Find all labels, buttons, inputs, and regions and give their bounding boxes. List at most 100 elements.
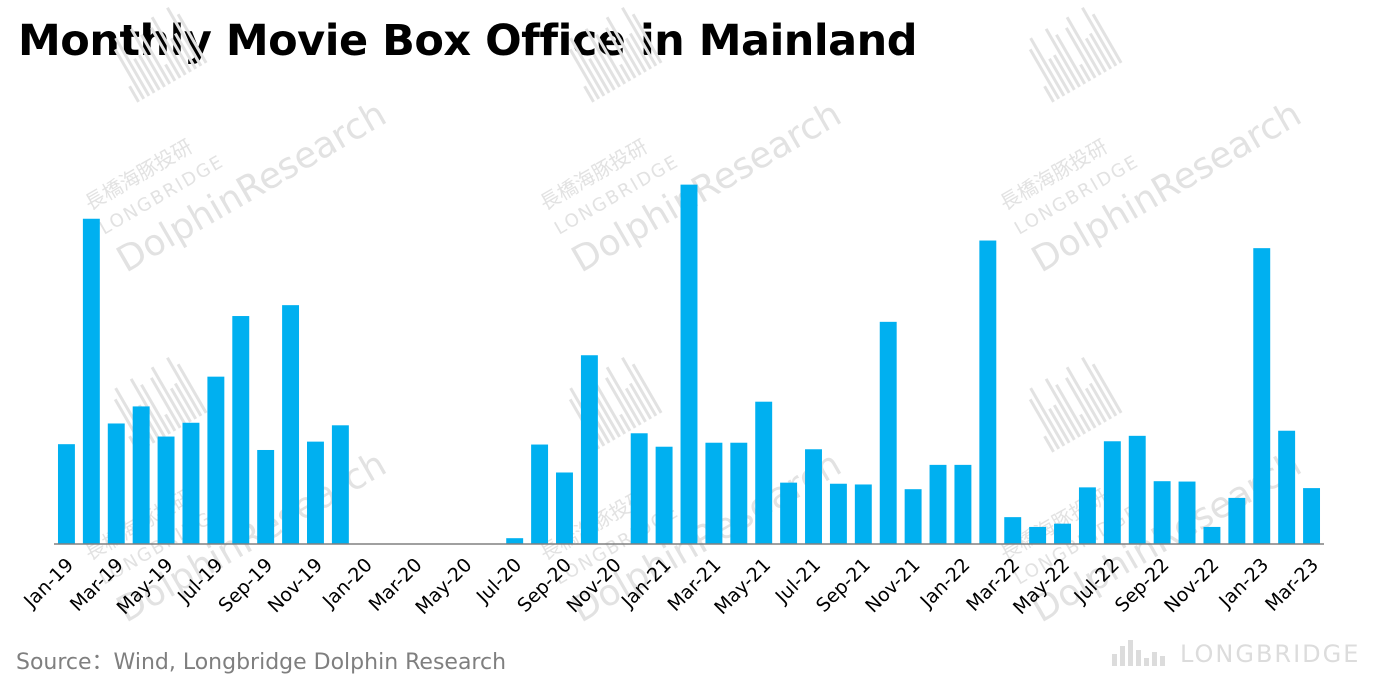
bar-Oct-22 [1178, 481, 1196, 544]
bar-Nov-22 [1203, 526, 1221, 544]
watermark-bars-icon [621, 357, 658, 417]
longbridge-logo [1108, 632, 1370, 668]
watermark-bars-icon [619, 63, 632, 82]
bar-May-22 [1054, 523, 1071, 544]
bar-Jun-21 [780, 482, 798, 544]
watermark-bars-icon [1044, 378, 1081, 438]
watermark-bars-icon [1081, 7, 1118, 67]
watermark-bars-icon [1048, 408, 1071, 444]
watermark-bars-icon [169, 387, 192, 423]
watermark-bars-icon [628, 32, 653, 70]
watermark-bars-icon [1044, 28, 1081, 88]
longbridge-logo-text: LONGBRIDGE [1180, 640, 1361, 668]
watermark-bars-icon [140, 34, 172, 85]
watermark-bars-icon [133, 58, 156, 94]
watermark-bars-icon [1091, 13, 1123, 64]
bar-Feb-22 [979, 240, 997, 544]
watermark-bars-icon [114, 37, 151, 97]
watermark-bars-icon [1088, 32, 1113, 70]
watermark-bars-icon [605, 16, 642, 76]
watermark-bars-icon [1043, 85, 1055, 103]
watermark-bars-icon [149, 27, 182, 79]
watermark-bars-icon [1043, 435, 1055, 453]
bars-layer [57, 184, 1321, 545]
watermark-bars-icon [150, 16, 187, 76]
bar-Mar-23 [1303, 488, 1321, 544]
watermark-bars-icon [1028, 48, 1061, 100]
bar-Aug-22 [1128, 435, 1146, 544]
bar-Nov-19 [307, 441, 324, 544]
watermark-bars-icon [604, 27, 637, 79]
watermark-bars-icon [1064, 27, 1097, 79]
watermark-bars-icon [628, 382, 653, 420]
watermark-bars-icon [604, 377, 637, 429]
watermark-bars-icon [1055, 34, 1087, 85]
bar-Jul-22 [1103, 441, 1121, 544]
x-tick-label: May-20 [411, 554, 476, 619]
x-tick-label: Nov-22 [1160, 554, 1223, 617]
watermark-bars-icon [588, 58, 611, 94]
bar-Jan-22 [954, 464, 972, 544]
watermark-bars-icon [164, 63, 177, 82]
bar-May-19 [157, 436, 175, 544]
watermark-bars-icon [1084, 387, 1107, 423]
watermark-bars-icon [169, 37, 192, 73]
watermark-bars-icon [595, 34, 627, 85]
x-tick-label: Sep-21 [812, 554, 875, 617]
x-tick-label: May-21 [710, 554, 775, 619]
watermark-bars-icon [631, 13, 663, 64]
watermark-bars-icon [568, 48, 601, 100]
bar-Jun-22 [1078, 487, 1096, 544]
bar-Jan-21 [655, 446, 673, 544]
bar-Jun-19 [182, 422, 200, 544]
watermark-bars-icon [1084, 37, 1107, 73]
bar-Mar-22 [1004, 517, 1022, 544]
bar-Mar-21 [705, 442, 723, 544]
watermark-bars-icon [173, 382, 198, 420]
bar-Dec-22 [1228, 497, 1246, 544]
watermark-bars-icon [595, 384, 627, 435]
watermark-bars-icon [583, 85, 595, 103]
watermark-bars-icon [1055, 384, 1087, 435]
watermark-brand-text: DolphinResearch [565, 94, 848, 281]
watermark-bars-icon [1048, 58, 1071, 94]
bar-Dec-21 [929, 464, 947, 544]
bar-Feb-19 [82, 218, 100, 544]
bar-Jan-19 [57, 444, 75, 545]
watermark-bars-icon [176, 363, 208, 414]
watermark-bars-icon [592, 54, 616, 91]
bar-May-21 [755, 401, 773, 544]
watermark-bars-icon [1052, 404, 1076, 441]
logo-bars-icon [1112, 640, 1165, 666]
watermark-bars-icon [1028, 398, 1061, 450]
watermark-bars-icon [621, 7, 658, 67]
bar-Sep-22 [1153, 481, 1171, 544]
bar-Feb-23 [1278, 430, 1296, 544]
bar-Nov-21 [904, 489, 922, 544]
watermark-bars-icon [166, 7, 203, 67]
watermark-bars-icon [1079, 63, 1092, 82]
bar-Oct-19 [282, 305, 300, 544]
bar-Aug-19 [232, 316, 250, 544]
watermark-bars-icon [624, 37, 647, 73]
watermark-bars-icon [128, 85, 140, 103]
watermark-bars-icon [113, 48, 146, 100]
bar-Mar-19 [107, 423, 125, 544]
watermark-bars-icon [173, 32, 198, 70]
bar-Apr-21 [730, 442, 748, 544]
bar-Aug-20 [531, 444, 549, 544]
bar-Oct-21 [879, 321, 897, 544]
bar-Sep-19 [257, 449, 275, 544]
bar-Apr-22 [1029, 526, 1047, 544]
watermark-bars-icon [1091, 363, 1123, 414]
watermark-bars-icon [631, 363, 663, 414]
bar-Jul-20 [506, 538, 524, 544]
watermark-bars-icon [166, 357, 203, 417]
watermark-bars-icon [1088, 382, 1113, 420]
watermark-bars-icon [1065, 16, 1102, 76]
bar-Jan-23 [1253, 248, 1271, 544]
watermark-bars-icon [1065, 366, 1102, 426]
bar-Oct-20 [580, 355, 598, 544]
